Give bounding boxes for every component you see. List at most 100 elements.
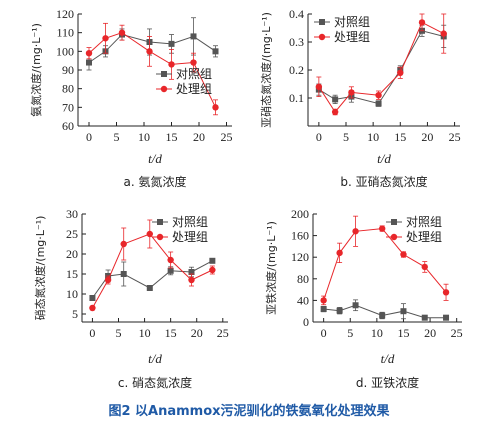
- y-tick-label: 40: [297, 293, 309, 307]
- y-tick-label: 90: [62, 63, 74, 77]
- x-tick-label: 20: [424, 326, 436, 340]
- data-point-circle: [418, 19, 426, 26]
- data-point-square: [212, 48, 219, 55]
- x-tick-label: 25: [221, 130, 233, 144]
- y-axis-label: 硝态氮浓度/(mg·L⁻¹): [33, 216, 47, 321]
- y-tick-label: 10: [66, 287, 78, 301]
- x-tick-label: 0: [316, 130, 322, 144]
- legend-label: 对照组: [172, 215, 208, 229]
- legend-marker-square: [157, 219, 163, 225]
- data-point-circle: [336, 249, 343, 257]
- y-tick-label: 5: [72, 307, 78, 321]
- y-tick-label: 80: [297, 272, 309, 286]
- y-tick-label: 70: [62, 100, 74, 114]
- series-treatment: [320, 215, 450, 306]
- data-point-square: [332, 96, 339, 103]
- y-tick-label: 120: [291, 250, 309, 264]
- y-axis-label: 亚铁浓度/(mg·L⁻¹): [264, 221, 278, 315]
- y-tick-label: 0.2: [289, 63, 304, 77]
- data-point-circle: [320, 297, 327, 304]
- series-treatment: [85, 22, 219, 116]
- y-tick-label: 160: [291, 229, 309, 243]
- chart-panel-a: 60 70 80 90 100 110 120 0 5 10 15 20 25 氨氮浓度/(mg·L⁻¹)…: [29, 7, 233, 189]
- legend-marker-circle: [390, 233, 398, 241]
- legend-label: 处理组: [406, 230, 442, 244]
- x-tick-label: 0: [86, 130, 92, 144]
- data-point-circle: [89, 304, 96, 312]
- data-point-square: [352, 302, 359, 309]
- x-tick-label: 10: [139, 326, 151, 340]
- y-tick-label: 0.4: [289, 7, 304, 21]
- data-point-circle: [352, 228, 359, 235]
- data-point-circle: [104, 276, 112, 284]
- y-tick-label: 15: [66, 267, 78, 281]
- y-tick-label: 0: [303, 315, 309, 329]
- chart-panel-b: 0.1 0.2 0.3 0.4 0 5 10 15 20 25 亚硝态氮浓度/(mg·L⁻¹) t/d…: [259, 7, 461, 189]
- data-point-circle: [442, 289, 450, 296]
- panel-sublabel: b. 亚硝态氮浓度: [340, 174, 427, 189]
- x-tick-label: 10: [371, 326, 383, 340]
- chart-panel-d: 0 40 80 120 160 200 0 5 10 15 20 25 亚铁浓度/(mg·L⁻¹) t/d…: [264, 207, 463, 390]
- data-point-square: [168, 40, 175, 47]
- x-tick-label: 15: [394, 130, 406, 144]
- data-point-circle: [440, 30, 447, 37]
- series-treatment: [89, 219, 216, 312]
- y-tick-label: 80: [62, 82, 74, 96]
- legend-label: 处理组: [172, 230, 208, 244]
- data-point-square: [375, 100, 382, 107]
- data-point-circle: [118, 29, 126, 36]
- legend-marker-circle: [156, 233, 164, 241]
- data-point-circle: [400, 251, 407, 258]
- data-point-square: [421, 314, 428, 321]
- figure-caption: 图2 以Anammox污泥驯化的铁氨氧化处理效果: [108, 404, 390, 419]
- data-point-circle: [85, 50, 93, 57]
- data-point-square: [188, 269, 195, 275]
- y-tick-label: 110: [56, 26, 74, 40]
- x-tick-label: 15: [397, 326, 409, 340]
- data-point-circle: [421, 263, 428, 271]
- series-treatment: [315, 13, 447, 116]
- data-point-square: [146, 285, 153, 291]
- x-axis-label: t/d: [377, 151, 391, 166]
- x-tick-label: 5: [114, 130, 120, 144]
- x-tick-label: 20: [421, 130, 433, 144]
- y-axis-label: 氨氮浓度/(mg·L⁻¹): [29, 23, 43, 117]
- x-tick-label: 10: [367, 130, 379, 144]
- x-tick-label: 5: [116, 326, 122, 340]
- legend-marker-square: [161, 71, 167, 77]
- x-tick-label: 20: [193, 130, 205, 144]
- x-tick-label: 25: [451, 326, 463, 340]
- x-axis-label: t/d: [148, 151, 162, 166]
- x-tick-label: 5: [343, 130, 349, 144]
- data-point-square: [120, 271, 127, 277]
- x-tick-label: 15: [166, 130, 178, 144]
- y-tick-label: 0.3: [289, 35, 304, 49]
- data-point-circle: [315, 83, 323, 91]
- x-tick-label: 25: [217, 326, 229, 340]
- legend-marker-square: [391, 219, 397, 225]
- data-point-circle: [190, 59, 197, 66]
- data-point-square: [167, 267, 174, 274]
- x-tick-label: 25: [449, 130, 461, 144]
- legend-marker-square: [319, 19, 325, 25]
- data-point-circle: [212, 104, 219, 111]
- series-control: [320, 299, 450, 321]
- data-point-circle: [146, 230, 153, 238]
- data-point-square: [86, 59, 92, 66]
- data-point-square: [209, 257, 216, 264]
- data-point-circle: [188, 276, 195, 284]
- y-tick-label: 0.1: [289, 91, 304, 105]
- data-point-circle: [146, 48, 153, 55]
- x-tick-label: 15: [165, 326, 177, 340]
- y-tick-label: 30: [66, 207, 78, 221]
- legend-marker-circle: [160, 85, 168, 93]
- data-point-square: [320, 306, 327, 313]
- legend-label: 对照组: [406, 215, 442, 229]
- x-tick-label: 0: [89, 326, 95, 340]
- data-point-circle: [168, 61, 175, 68]
- y-tick-label: 25: [66, 227, 78, 241]
